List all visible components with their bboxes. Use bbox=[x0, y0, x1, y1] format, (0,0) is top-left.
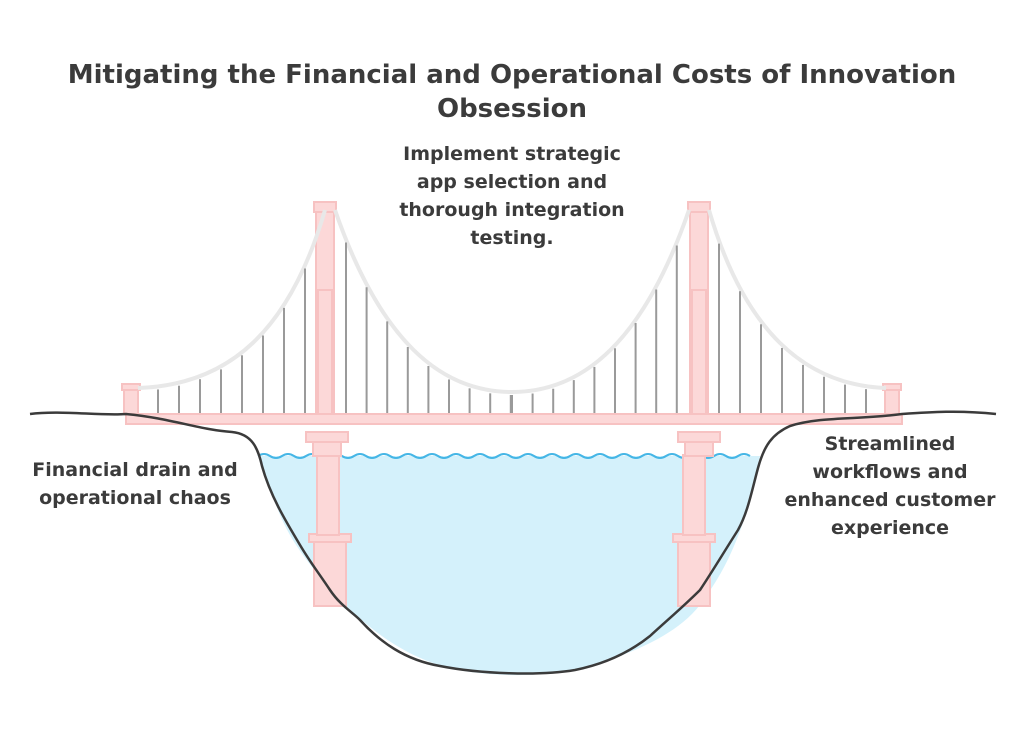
right-bank-label: Streamlined workflows and enhanced custo… bbox=[784, 433, 996, 539]
suspension-cables bbox=[137, 209, 887, 395]
river-water bbox=[258, 456, 760, 676]
diagram-title: Mitigating the Financial and Operational… bbox=[67, 60, 957, 124]
right-tower bbox=[672, 201, 721, 607]
left-tower bbox=[305, 201, 352, 607]
bridge-label: Implement strategic app selection and th… bbox=[399, 143, 625, 249]
suspenders bbox=[157, 242, 867, 414]
ground-outline bbox=[29, 410, 997, 675]
left-bank-label: Financial drain and operational chaos bbox=[32, 459, 238, 509]
end-posts bbox=[121, 383, 902, 415]
bridge-deck bbox=[125, 413, 903, 425]
